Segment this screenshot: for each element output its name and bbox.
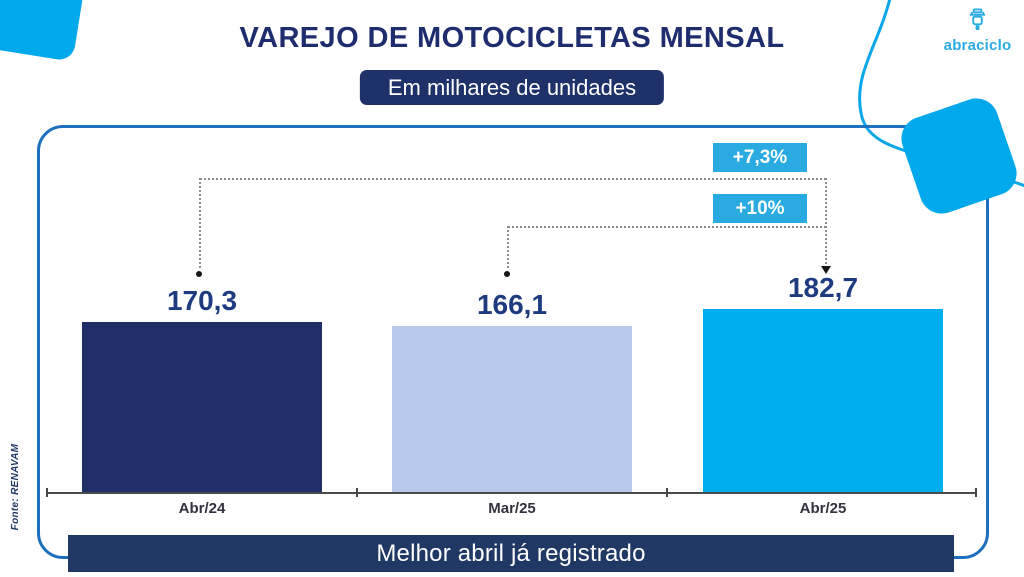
category-label: Mar/25: [488, 500, 536, 517]
callout-banner: Melhor abril já registrado: [68, 535, 954, 572]
axis-tick: [356, 488, 358, 497]
axis-tick: [46, 488, 48, 497]
logo-text: abraciclo: [943, 37, 1012, 54]
pct-change-badge-yoy: +7,3%: [713, 143, 807, 172]
motorcycle-icon: [969, 8, 986, 30]
axis-tick: [975, 488, 977, 497]
subtitle-badge: Em milhares de unidades: [359, 70, 665, 105]
category-label: Abr/25: [799, 500, 847, 517]
bar-abr24: [82, 322, 322, 493]
pct-change-badge-mom: +10%: [713, 194, 807, 223]
x-axis: [47, 492, 977, 494]
connector-line-mar25-abr25: [508, 226, 826, 228]
connector-arrowhead-abr25: [821, 266, 831, 274]
page-title: VAREJO DE MOTOCICLETAS MENSAL: [239, 22, 785, 54]
bar-value-label: 182,7: [787, 272, 859, 303]
bar-value-label: 170,3: [166, 285, 238, 316]
connector-endpoint-dot-abr24: [196, 271, 202, 277]
category-label: Abr/24: [178, 500, 226, 517]
bar-value-label: 166,1: [476, 289, 548, 320]
connector-line-abr24-abr25: [200, 178, 826, 180]
bar-mar25: [392, 326, 632, 493]
source-label: Fonte: RENAVAM: [10, 443, 21, 531]
connector-drop-mar25: [507, 226, 509, 268]
connector-endpoint-dot-mar25: [504, 271, 510, 277]
axis-tick: [666, 488, 668, 497]
connector-drop-abr25: [825, 178, 827, 264]
connector-drop-abr24: [199, 178, 201, 268]
bar-abr25: [703, 309, 943, 493]
logo-abraciclo: abraciclo: [930, 8, 1024, 54]
